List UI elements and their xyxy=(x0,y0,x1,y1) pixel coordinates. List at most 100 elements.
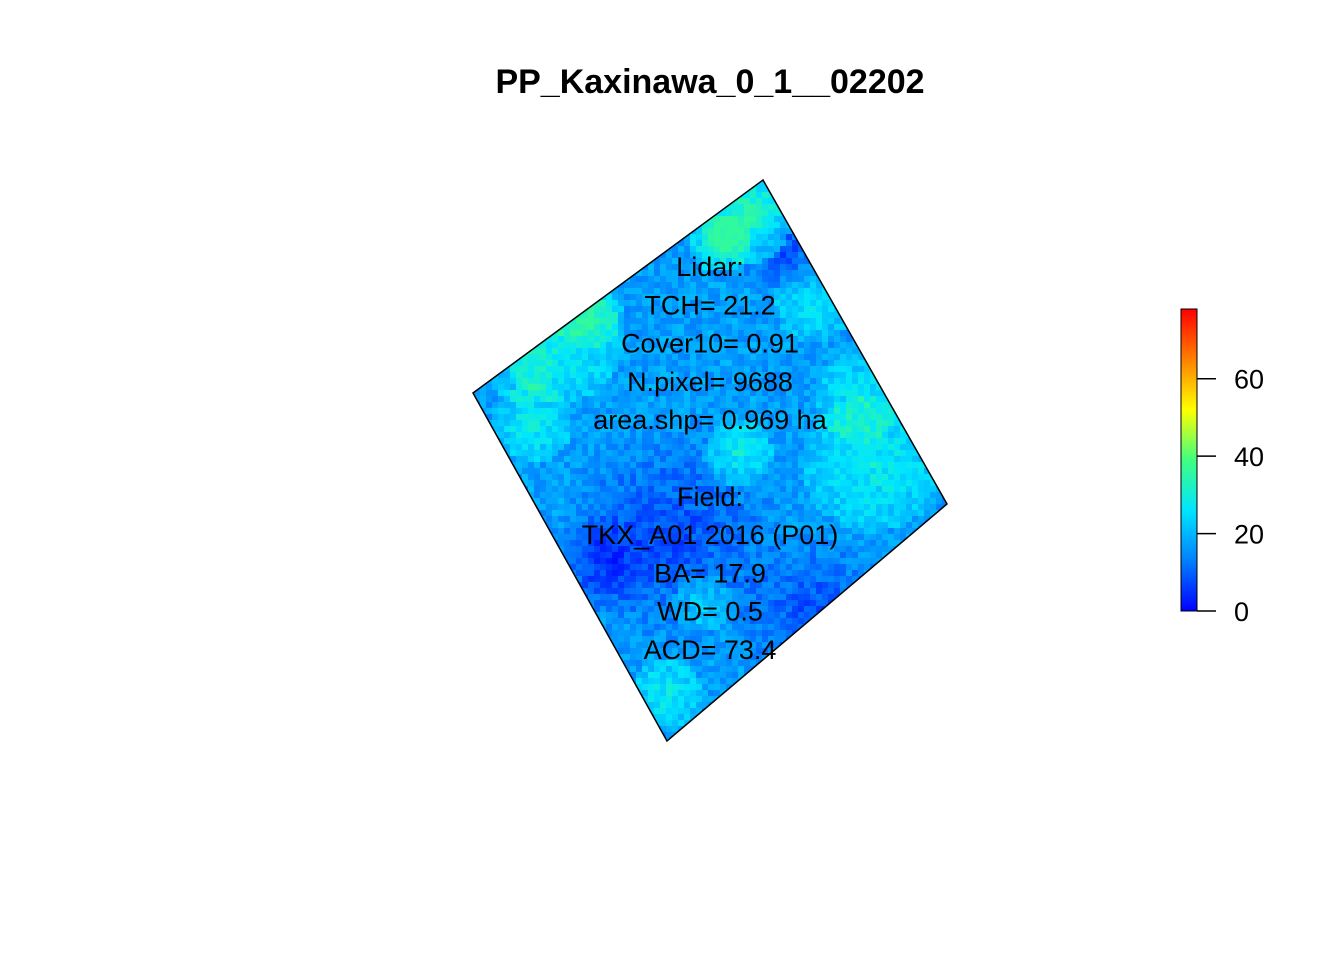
raster-cell xyxy=(696,396,702,402)
raster-cell xyxy=(612,318,618,324)
raster-cell xyxy=(486,234,492,240)
raster-cell xyxy=(534,216,540,222)
raster-cell xyxy=(834,456,840,462)
raster-cell xyxy=(930,414,936,420)
raster-cell xyxy=(708,210,714,216)
raster-cell xyxy=(870,240,876,246)
raster-cell xyxy=(648,360,654,366)
raster-cell xyxy=(618,480,624,486)
raster-cell xyxy=(906,324,912,330)
raster-cell xyxy=(648,438,654,444)
raster-cell xyxy=(744,378,750,384)
raster-cell xyxy=(726,372,732,378)
raster-cell xyxy=(918,342,924,348)
raster-cell xyxy=(570,240,576,246)
raster-cell xyxy=(726,240,732,246)
raster-cell xyxy=(858,336,864,342)
raster-cell xyxy=(666,474,672,480)
raster-cell xyxy=(528,288,534,294)
raster-cell xyxy=(858,504,864,510)
raster-cell xyxy=(576,318,582,324)
raster-cell xyxy=(786,282,792,288)
raster-cell xyxy=(636,246,642,252)
raster-cell xyxy=(558,396,564,402)
raster-cell xyxy=(654,474,660,480)
raster-cell xyxy=(708,486,714,492)
raster-cell xyxy=(744,468,750,474)
raster-cell xyxy=(840,342,846,348)
raster-cell xyxy=(564,486,570,492)
raster-cell xyxy=(474,318,480,324)
raster-cell xyxy=(888,384,894,390)
raster-cell xyxy=(774,264,780,270)
raster-cell xyxy=(480,180,486,186)
raster-cell xyxy=(486,438,492,444)
raster-cell xyxy=(684,210,690,216)
raster-cell xyxy=(804,408,810,414)
raster-cell xyxy=(888,228,894,234)
raster-cell xyxy=(474,246,480,252)
raster-cell xyxy=(888,222,894,228)
raster-cell xyxy=(612,180,618,186)
raster-cell xyxy=(858,498,864,504)
raster-cell xyxy=(876,516,882,522)
raster-cell xyxy=(900,276,906,282)
raster-cell xyxy=(600,336,606,342)
raster-cell xyxy=(870,210,876,216)
raster-cell xyxy=(888,318,894,324)
raster-cell xyxy=(708,384,714,390)
raster-cell xyxy=(774,318,780,324)
raster-cell xyxy=(912,492,918,498)
raster-cell xyxy=(546,312,552,318)
raster-cell xyxy=(702,510,708,516)
raster-cell xyxy=(828,240,834,246)
raster-cell xyxy=(564,264,570,270)
raster-cell xyxy=(786,264,792,270)
raster-cell xyxy=(822,180,828,186)
raster-cell xyxy=(930,336,936,342)
raster-cell xyxy=(846,402,852,408)
raster-cell xyxy=(816,438,822,444)
raster-cell xyxy=(768,222,774,228)
raster-cell xyxy=(918,444,924,450)
raster-cell xyxy=(552,210,558,216)
raster-cell xyxy=(816,420,822,426)
raster-cell xyxy=(690,186,696,192)
raster-cell xyxy=(666,258,672,264)
raster-cell xyxy=(732,516,738,522)
raster-cell xyxy=(558,528,564,534)
raster-cell xyxy=(930,216,936,222)
raster-cell xyxy=(834,462,840,468)
raster-cell xyxy=(894,312,900,318)
raster-cell xyxy=(702,336,708,342)
raster-cell xyxy=(930,174,936,180)
raster-cell xyxy=(690,198,696,204)
raster-cell xyxy=(906,306,912,312)
raster-cell xyxy=(732,204,738,210)
raster-cell xyxy=(516,300,522,306)
raster-cell xyxy=(912,294,918,300)
raster-cell xyxy=(473,426,474,432)
raster-cell xyxy=(768,468,774,474)
raster-cell xyxy=(792,276,798,282)
raster-cell xyxy=(473,504,474,510)
raster-cell xyxy=(840,228,846,234)
raster-cell xyxy=(738,210,744,216)
raster-cell xyxy=(912,240,918,246)
raster-cell xyxy=(882,360,888,366)
raster-cell xyxy=(864,432,870,438)
raster-cell xyxy=(870,192,876,198)
raster-cell xyxy=(858,492,864,498)
raster-cell xyxy=(684,534,690,540)
raster-cell xyxy=(516,264,522,270)
raster-cell xyxy=(756,186,762,192)
raster-cell xyxy=(684,330,690,336)
raster-cell xyxy=(882,342,888,348)
raster-cell xyxy=(732,360,738,366)
raster-cell xyxy=(846,288,852,294)
raster-cell xyxy=(834,234,840,240)
raster-cell xyxy=(942,354,947,360)
raster-cell xyxy=(696,402,702,408)
raster-cell xyxy=(473,414,474,420)
raster-cell xyxy=(564,540,570,546)
